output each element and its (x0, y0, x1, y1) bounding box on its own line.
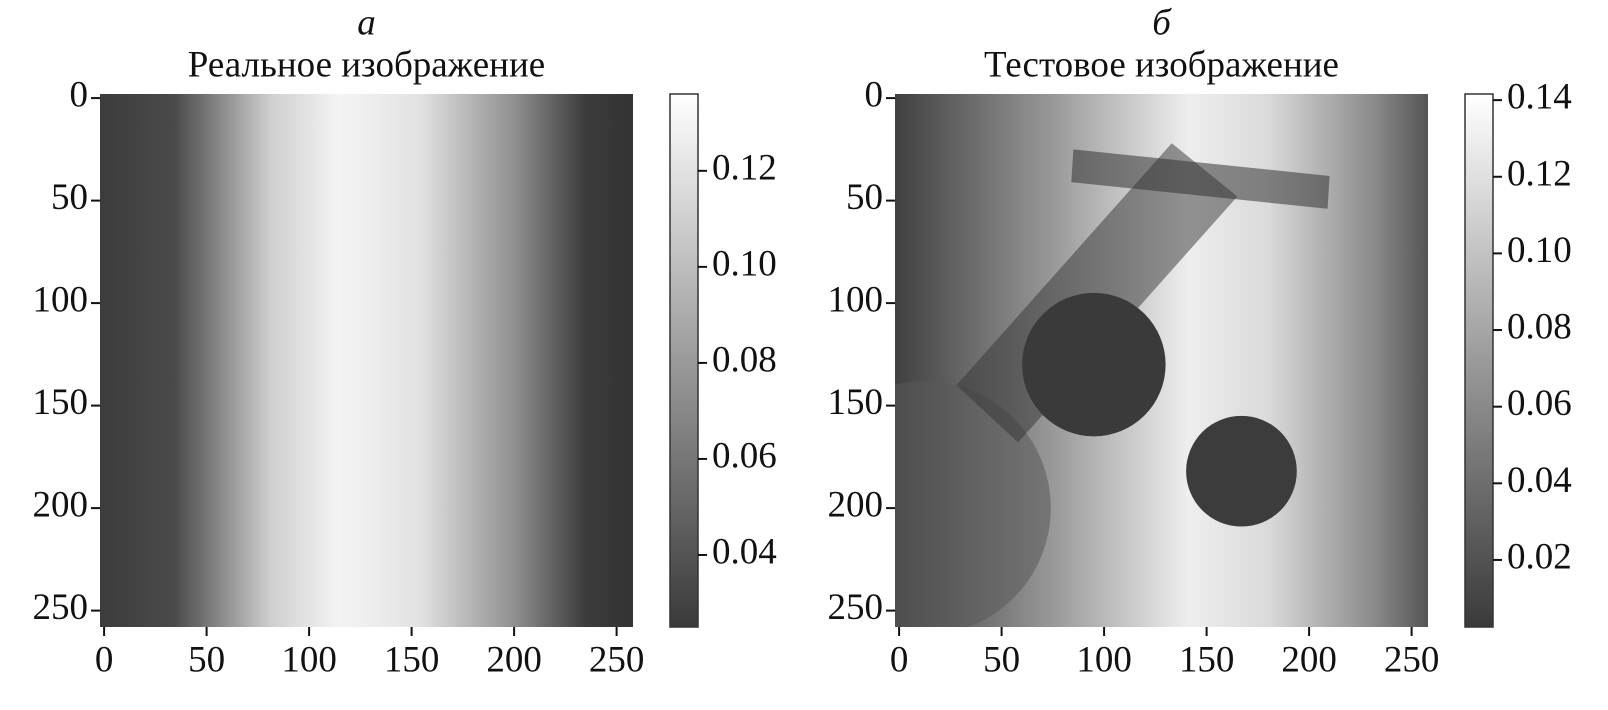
colorbar-tick-label: 0.08 (712, 339, 777, 380)
y-tick-label: 0 (70, 75, 89, 116)
shape (1071, 149, 1330, 209)
panel-title: Реальное изображение (188, 44, 545, 85)
image (100, 94, 633, 627)
colorbar-tick-label: 0.10 (712, 243, 777, 284)
panel-label: б (1152, 2, 1172, 43)
y-tick-label: 200 (828, 485, 884, 526)
x-tick-label: 100 (281, 639, 337, 680)
y-tick-label: 200 (33, 485, 89, 526)
colorbar-tick-label: 0.06 (712, 435, 777, 476)
y-tick-label: 50 (51, 177, 88, 218)
colorbar-tick-label: 0.08 (1507, 307, 1572, 348)
x-tick-label: 0 (95, 639, 114, 680)
y-tick-label: 250 (33, 587, 89, 628)
panel-label: а (357, 2, 376, 43)
x-tick-label: 150 (1179, 639, 1235, 680)
colorbar-tick-label: 0.04 (712, 531, 777, 572)
colorbar-tick-label: 0.12 (1507, 153, 1572, 194)
panel-b (895, 93, 1494, 628)
shape (1022, 292, 1166, 437)
shape (895, 381, 1051, 627)
panel-title: Тестовое изображение (984, 44, 1339, 85)
colorbar-tick-label: 0.12 (712, 147, 777, 188)
y-tick-label: 100 (33, 280, 89, 321)
colorbar-tick-label: 0.10 (1507, 230, 1572, 271)
x-tick-label: 50 (983, 639, 1020, 680)
colorbar-tick-label: 0.14 (1507, 77, 1572, 118)
y-tick-label: 0 (865, 75, 884, 116)
panel-a (100, 93, 699, 628)
x-tick-label: 0 (890, 639, 909, 680)
y-tick-label: 150 (33, 382, 89, 423)
x-tick-label: 50 (188, 639, 225, 680)
colorbar (1464, 93, 1494, 628)
shape (1186, 415, 1297, 527)
colorbar-tick-label: 0.04 (1507, 460, 1572, 501)
colorbar-tick-label: 0.06 (1507, 383, 1572, 424)
y-tick-label: 100 (828, 280, 884, 321)
image (895, 94, 1428, 627)
y-tick-label: 50 (846, 177, 883, 218)
y-tick-label: 150 (828, 382, 884, 423)
x-tick-label: 100 (1076, 639, 1132, 680)
x-tick-label: 250 (1384, 639, 1440, 680)
colorbar (669, 93, 699, 628)
x-tick-label: 250 (589, 639, 645, 680)
x-tick-label: 150 (384, 639, 440, 680)
y-tick-label: 250 (828, 587, 884, 628)
x-tick-label: 200 (1281, 639, 1337, 680)
x-tick-label: 200 (486, 639, 542, 680)
colorbar-tick-label: 0.02 (1507, 536, 1572, 577)
